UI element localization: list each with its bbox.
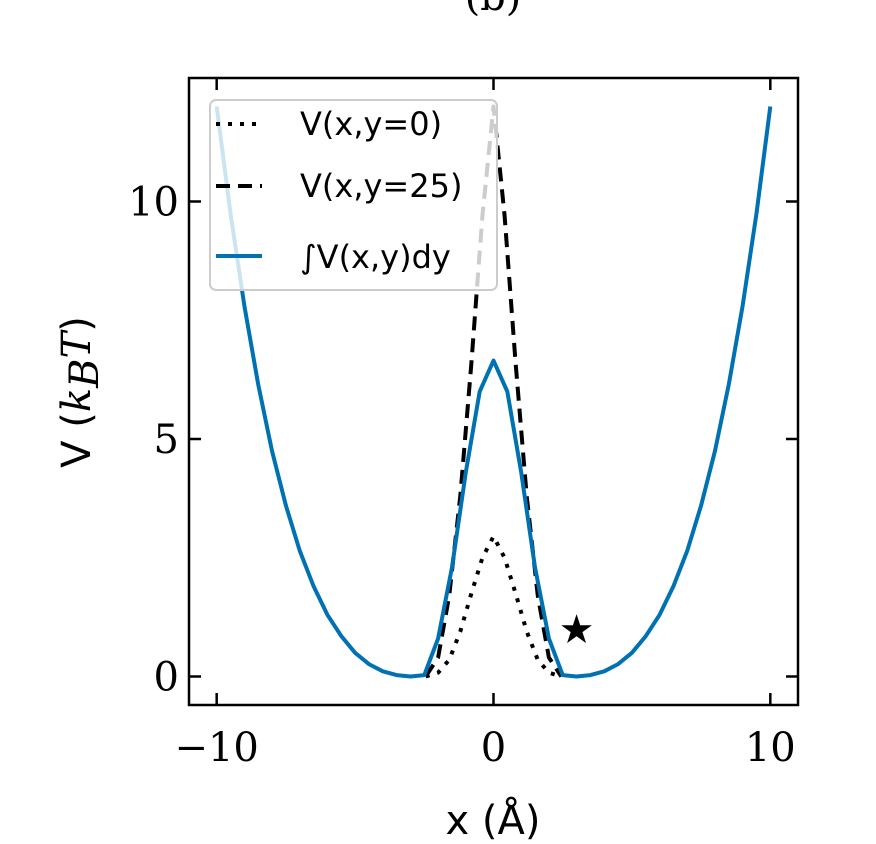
x-tick-label: 0 xyxy=(481,725,506,771)
legend-label-2: ∫V(x,y)dy xyxy=(300,238,451,276)
tick-layer: −10 0 10 0 5 10 xyxy=(128,78,798,771)
y-axis-label: V (kBT) xyxy=(54,316,108,468)
legend: V(x,y=0) V(x,y=25) ∫V(x,y)dy xyxy=(209,99,498,291)
x-axis-label: x (Å) xyxy=(446,796,541,844)
y-tick-label: 10 xyxy=(128,180,179,226)
x-tick-label: −10 xyxy=(174,725,258,771)
y-axis-label-k: k xyxy=(54,388,100,412)
legend-box xyxy=(209,99,498,291)
x-tick-label: 10 xyxy=(745,725,796,771)
y-tick-label: 0 xyxy=(154,655,179,701)
y-axis-label-sub: B xyxy=(62,358,108,388)
series-line-2 xyxy=(214,106,773,679)
legend-label-1: V(x,y=25) xyxy=(300,167,462,205)
y-axis-label-T: T xyxy=(54,328,100,358)
legend-label-0: V(x,y=0) xyxy=(300,105,442,143)
y-tick-label: 5 xyxy=(154,417,179,463)
y-axis-label-prefix: V ( xyxy=(54,412,100,468)
annotation-layer: ★ xyxy=(559,607,595,653)
star-marker-icon: ★ xyxy=(559,607,595,653)
chart-title: (b) xyxy=(465,0,522,20)
y-axis-label-suffix: ) xyxy=(54,316,100,332)
